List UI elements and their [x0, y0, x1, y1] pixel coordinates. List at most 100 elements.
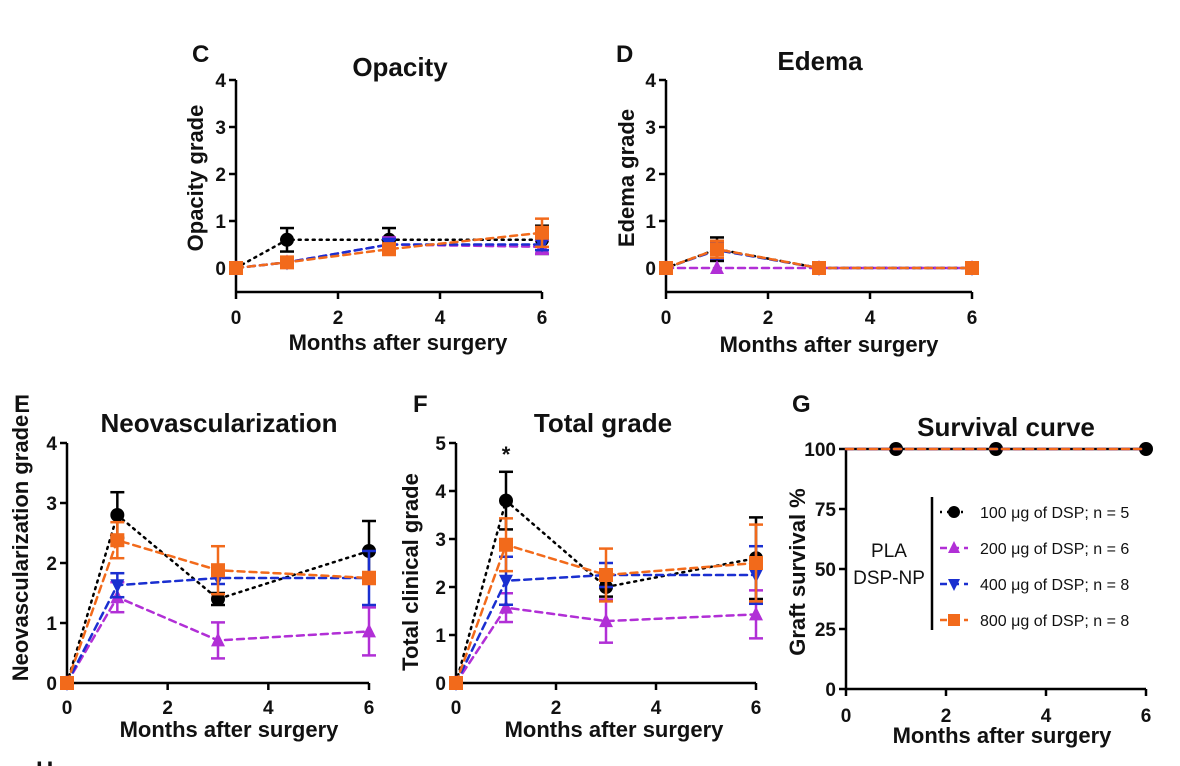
panel-e: E Neovascularization Neovascularization gr… [8, 391, 376, 742]
y-tick-label: 0 [825, 680, 836, 701]
y-tick-label: 2 [46, 554, 57, 575]
data-point [812, 261, 826, 275]
data-point [499, 599, 513, 614]
x-tick-label: 2 [333, 308, 344, 329]
data-point [710, 242, 724, 257]
y-tick-label: 1 [46, 614, 57, 635]
legend-entry: 100 μg of DSP; n = 5 [940, 505, 1129, 522]
data-point [749, 556, 763, 570]
x-tick-label: 4 [865, 308, 876, 329]
x-tick-label: 6 [967, 308, 978, 329]
x-tick-label: 2 [941, 706, 952, 727]
series-line [65, 595, 371, 685]
series-800ug [659, 239, 979, 275]
data-point [110, 508, 125, 522]
panel-title: Total grade [534, 408, 672, 438]
data-point [965, 261, 979, 275]
y-tick-label: 4 [215, 71, 226, 92]
data-point [499, 574, 513, 589]
y-tick-label: 0 [435, 674, 446, 695]
legend-label: 100 μg of DSP; n = 5 [980, 505, 1129, 522]
x-tick-label: 0 [661, 308, 672, 329]
series-800ug [449, 517, 763, 690]
series-line [234, 231, 544, 270]
x-tick-label: 2 [763, 308, 774, 329]
series-line [65, 512, 371, 685]
y-tick-label: 75 [815, 500, 837, 521]
panel-label: D [616, 41, 633, 68]
y-tick-label: 1 [215, 212, 226, 233]
series-100ug [844, 442, 1153, 456]
data-point [749, 606, 763, 621]
x-axis-label: Months after surgery [505, 717, 725, 742]
y-axis-label: Edema grade [614, 109, 639, 247]
y-axis-label: Neovascularization grade [8, 415, 33, 682]
data-point [362, 571, 376, 585]
series-line [664, 247, 974, 270]
legend-marker [948, 614, 960, 626]
x-tick-label: 0 [231, 308, 242, 329]
panel-label: E [14, 391, 30, 418]
y-tick-label: 3 [46, 494, 57, 515]
data-point [499, 537, 513, 552]
y-tick-label: 3 [215, 118, 226, 139]
y-tick-label: 2 [215, 165, 226, 186]
legend-marker [948, 541, 960, 553]
x-tick-label: 4 [435, 308, 446, 329]
x-tick-label: 6 [537, 308, 548, 329]
y-tick-label: 3 [645, 118, 656, 139]
x-tick-label: 6 [1141, 706, 1152, 727]
x-tick-label: 0 [62, 698, 73, 719]
x-tick-label: 4 [1041, 706, 1052, 727]
y-tick-label: 2 [435, 578, 446, 599]
legend-label: 800 μg of DSP; n = 8 [980, 613, 1129, 630]
panels: C Opacity Opacity grade Months after surger… [8, 41, 1153, 748]
data-point [110, 533, 125, 548]
legend-group-label: PLA [871, 541, 907, 562]
series-200ug [449, 589, 763, 689]
data-point [599, 613, 613, 628]
data-point [449, 676, 463, 690]
y-tick-label: 25 [815, 620, 837, 641]
series-line [454, 606, 758, 685]
series-line [65, 538, 371, 685]
series-800ug [229, 217, 549, 275]
y-tick-label: 2 [645, 165, 656, 186]
y-axis-label: Graft survival % [785, 488, 810, 656]
y-tick-label: 0 [215, 259, 226, 280]
x-tick-label: 2 [551, 698, 562, 719]
series-line [454, 543, 758, 685]
data-point [382, 242, 396, 257]
legend-entry: 800 μg of DSP; n = 8 [940, 613, 1129, 630]
panel-title: Survival curve [917, 412, 1095, 442]
panel-title: Neovascularization [101, 408, 338, 438]
panel-d: D Edema Edema grade Months after surgery 0 1 2… [614, 41, 979, 357]
y-tick-label: 4 [46, 434, 57, 455]
panel-g: G Survival curve Graft survival % Months af… [785, 391, 1153, 748]
data-point [110, 579, 125, 594]
x-tick-label: 2 [162, 698, 173, 719]
legend-label: 200 μg of DSP; n = 6 [980, 541, 1129, 558]
x-tick-label: 6 [751, 698, 762, 719]
data-point [535, 225, 549, 240]
panel-c: C Opacity Opacity grade Months after surger… [183, 41, 549, 355]
x-axis-label: Months after surgery [120, 717, 340, 742]
x-axis-label: Months after surgery [289, 330, 509, 355]
data-point [280, 232, 294, 247]
legend-group-label: DSP-NP [853, 568, 925, 589]
y-tick-label: 5 [435, 434, 446, 455]
y-tick-label: 0 [645, 259, 656, 280]
x-axis-label: Months after surgery [720, 332, 940, 357]
y-tick-label: 4 [645, 71, 656, 92]
y-tick-label: 100 [804, 440, 836, 461]
cut-panel-label: H [36, 757, 53, 766]
y-tick-label: 50 [815, 560, 836, 581]
data-point [229, 261, 243, 275]
panel-label: G [792, 391, 811, 418]
y-axis-label: Total clinical grade [398, 473, 423, 671]
legend-entry: 400 μg of DSP; n = 8 [940, 577, 1129, 594]
y-tick-label: 1 [435, 626, 446, 647]
y-tick-label: 0 [46, 674, 57, 695]
data-point [710, 260, 724, 274]
